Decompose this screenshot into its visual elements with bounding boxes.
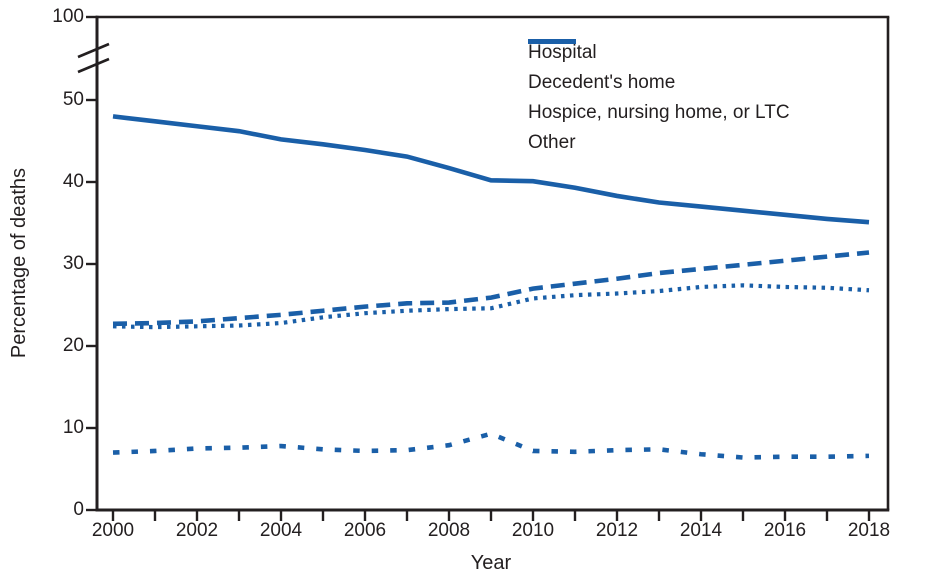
axis-break-slash bbox=[77, 57, 110, 74]
x-tick-label-2002: 2002 bbox=[175, 520, 219, 541]
legend-label: Other bbox=[528, 132, 576, 153]
x-tick-label-2018: 2018 bbox=[847, 520, 891, 541]
x-tick-label-2008: 2008 bbox=[427, 520, 471, 541]
legend-label: Hospice, nursing home, or LTC bbox=[528, 102, 790, 123]
x-tick-label-2016: 2016 bbox=[763, 520, 807, 541]
x-tick-label-2000: 2000 bbox=[91, 520, 135, 541]
legend-label: Hospital bbox=[528, 42, 597, 63]
short-dash-line-swatch-icon bbox=[546, 39, 576, 44]
series-line-solid bbox=[112, 114, 870, 225]
y-tick-label-20: 20 bbox=[62, 335, 84, 356]
legend-item-other: Other bbox=[528, 39, 790, 158]
legend-label: Decedent's home bbox=[528, 72, 676, 93]
series-line-short-dash bbox=[112, 431, 870, 460]
x-tick-label-2004: 2004 bbox=[259, 520, 303, 541]
legend-item-hospice-nursing-ltc: Hospice, nursing home, or LTC bbox=[528, 39, 790, 128]
series-line-dotted bbox=[112, 283, 870, 330]
x-tick-label-2012: 2012 bbox=[595, 520, 639, 541]
y-tick-label-10: 10 bbox=[62, 417, 84, 438]
y-tick-label-30: 30 bbox=[62, 253, 84, 274]
legend: Hospital Decedent's home Hospice, nursin… bbox=[528, 38, 790, 158]
x-tick-label-2014: 2014 bbox=[679, 520, 723, 541]
x-tick-label-2006: 2006 bbox=[343, 520, 387, 541]
y-tick-label-0: 0 bbox=[73, 499, 84, 520]
y-tick-label-50: 50 bbox=[62, 89, 84, 110]
series-line-long-dash bbox=[112, 250, 870, 327]
axis-break-slash bbox=[77, 42, 110, 59]
legend-item-decedents-home: Decedent's home bbox=[528, 39, 790, 98]
x-axis-title: Year bbox=[470, 552, 512, 574]
y-tick-label-100: 100 bbox=[52, 6, 84, 27]
x-tick-label-2010: 2010 bbox=[511, 520, 555, 541]
y-tick-label-40: 40 bbox=[62, 171, 84, 192]
